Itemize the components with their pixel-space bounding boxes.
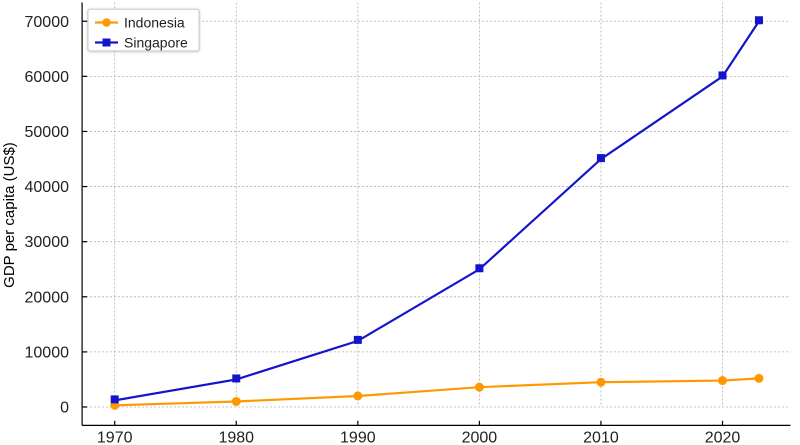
svg-text:GDP per capita (US$): GDP per capita (US$) [1, 142, 18, 288]
svg-text:2010: 2010 [583, 430, 619, 445]
svg-text:Indonesia: Indonesia [124, 15, 185, 31]
svg-text:40000: 40000 [25, 179, 70, 196]
svg-text:2020: 2020 [705, 430, 741, 445]
svg-text:30000: 30000 [25, 234, 70, 251]
svg-text:60000: 60000 [25, 69, 70, 86]
svg-text:0: 0 [60, 400, 69, 417]
svg-text:2000: 2000 [462, 430, 498, 445]
svg-text:20000: 20000 [25, 289, 70, 306]
svg-text:10000: 10000 [25, 344, 70, 361]
svg-text:Singapore: Singapore [124, 35, 188, 51]
svg-text:50000: 50000 [25, 124, 70, 141]
svg-text:70000: 70000 [25, 14, 70, 31]
svg-text:1970: 1970 [97, 430, 133, 445]
svg-text:1980: 1980 [218, 430, 254, 445]
svg-text:1990: 1990 [340, 430, 376, 445]
